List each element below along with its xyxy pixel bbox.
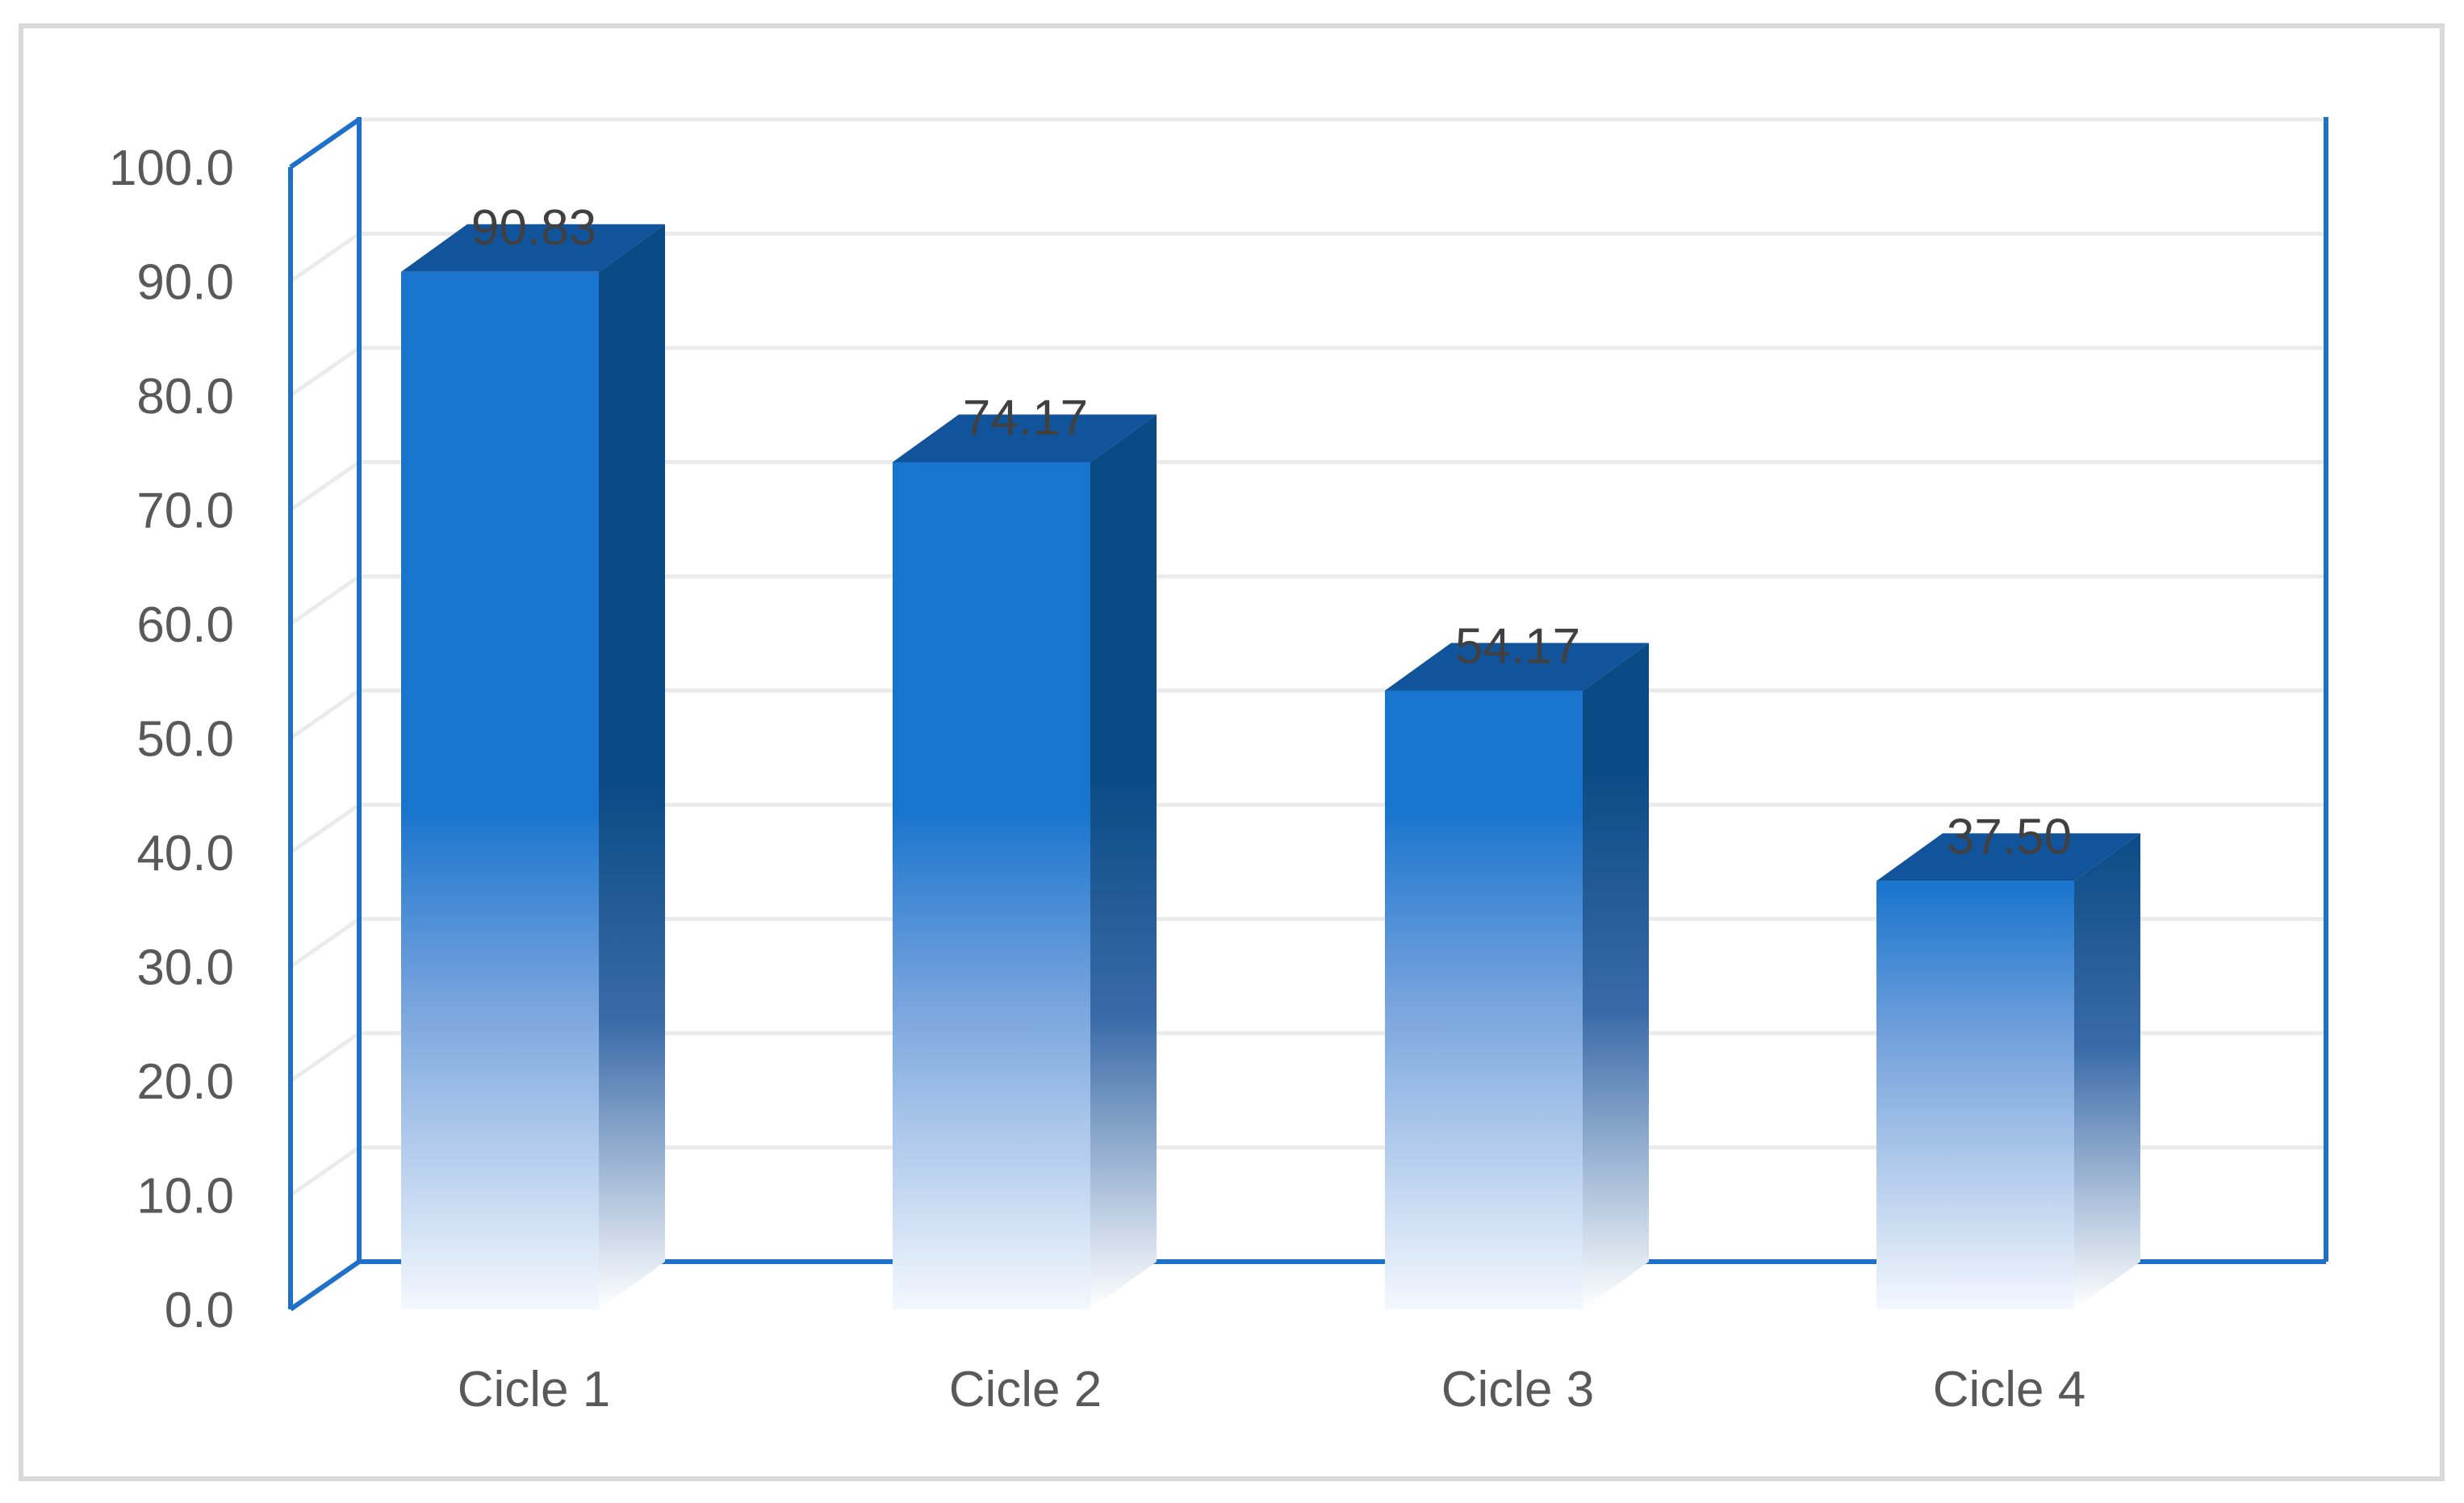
y-tick-label: 60.0 <box>136 597 234 653</box>
bar-front-face <box>1876 881 2074 1309</box>
bar-side-face <box>599 224 665 1309</box>
x-category-label: Cicle 1 <box>458 1362 611 1417</box>
y-tick-label: 90.0 <box>136 255 234 311</box>
bar-front-face <box>1385 690 1583 1309</box>
gridline-side <box>289 917 361 969</box>
y-tick-label: 20.0 <box>136 1054 234 1110</box>
y-tick-label: 70.0 <box>136 484 234 539</box>
gridline-side <box>289 689 361 740</box>
side-wall-bottom-edge <box>289 1259 361 1312</box>
bar-front-face <box>893 462 1090 1309</box>
side-wall-top-edge <box>289 117 361 170</box>
y-tick-label: 30.0 <box>136 940 234 996</box>
x-category-labels: Cicle 1 Cicle 2 Cicle 3 Cicle 4 <box>458 1362 2086 1417</box>
gridline-side <box>289 345 361 398</box>
data-label: 90.83 <box>471 200 596 256</box>
y-tick-label: 0.0 <box>165 1283 234 1338</box>
x-category-label: Cicle 4 <box>1933 1362 2086 1417</box>
bar-front-face <box>401 271 599 1309</box>
bar-3 <box>1385 643 1649 1309</box>
y-tick-label: 10.0 <box>136 1169 234 1225</box>
bar-side-face <box>2074 833 2140 1309</box>
bar-1 <box>401 224 665 1309</box>
bar-4 <box>1876 833 2140 1309</box>
gridline-side <box>289 574 361 626</box>
bar-2 <box>893 414 1157 1309</box>
data-label: 74.17 <box>963 390 1088 446</box>
gridline-side <box>289 1031 361 1083</box>
data-label: 37.50 <box>1947 809 2072 865</box>
gridline-side <box>289 232 361 283</box>
gridline-side <box>289 1145 361 1197</box>
bar-side-face <box>1090 414 1157 1309</box>
bar-top-face <box>1876 833 2140 881</box>
y-tick-label: 40.0 <box>136 826 234 881</box>
bar-top-face <box>401 224 665 272</box>
y-tick-label: 100.0 <box>109 140 234 196</box>
data-label: 54.17 <box>1455 618 1580 674</box>
y-tick-labels: 0.0 10.0 20.0 30.0 40.0 50.0 60.0 70.0 80.0 90.0 1… <box>109 140 234 1338</box>
bar-side-face <box>1583 643 1649 1309</box>
x-category-label: Cicle 3 <box>1441 1362 1595 1417</box>
x-category-label: Cicle 2 <box>949 1362 1102 1417</box>
y-tick-label: 50.0 <box>136 712 234 768</box>
data-labels: 90.83 74.17 54.17 37.50 <box>471 200 2072 865</box>
bar-top-face <box>893 414 1157 463</box>
gridline-side <box>289 802 361 855</box>
y-tick-label: 80.0 <box>136 369 234 425</box>
gridline-side <box>289 460 361 512</box>
bars <box>401 224 2140 1309</box>
bar-top-face <box>1385 643 1649 691</box>
